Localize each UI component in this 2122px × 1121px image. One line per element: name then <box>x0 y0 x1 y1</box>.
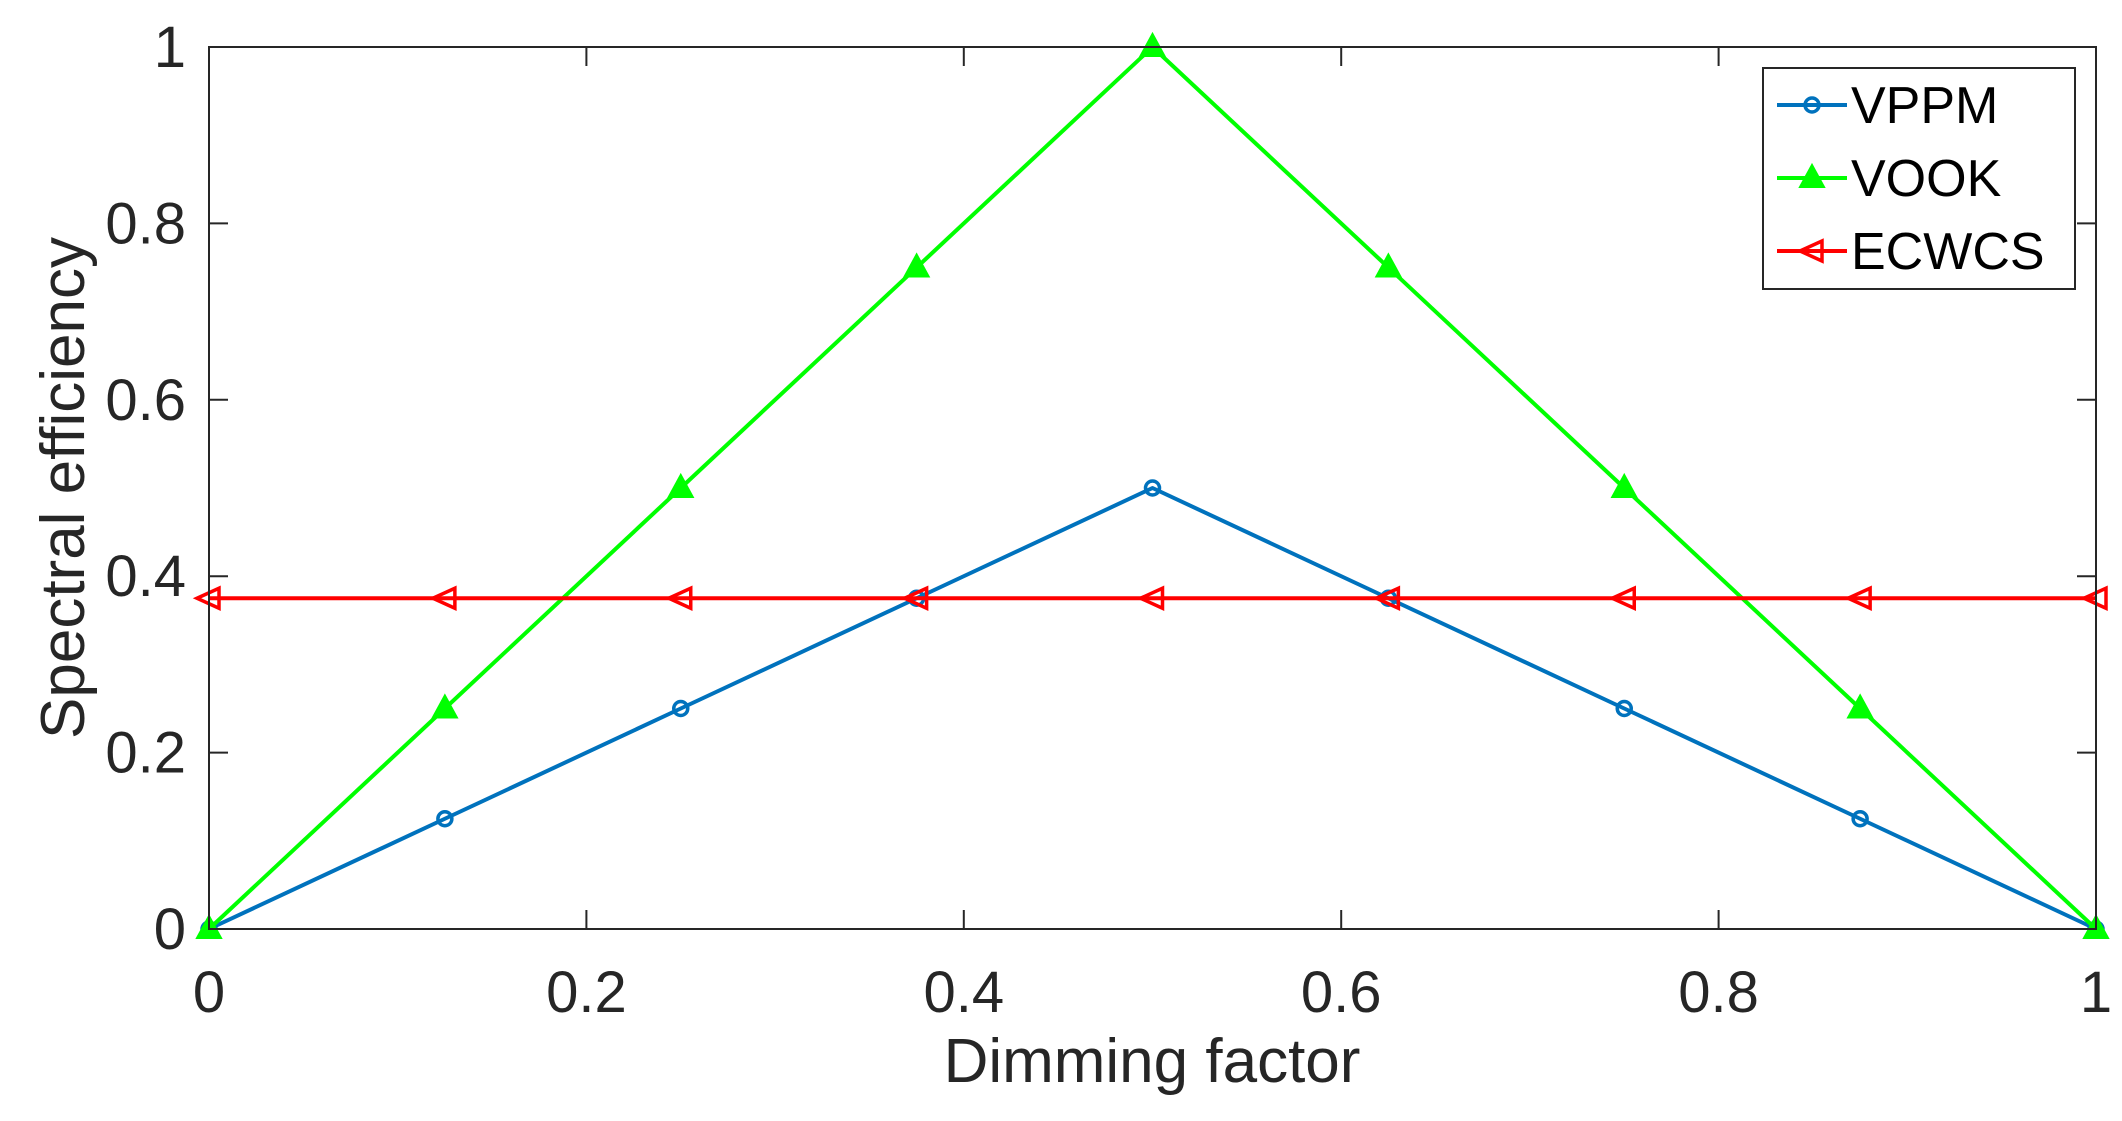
plot-frame <box>208 46 2097 930</box>
legend-entry: ECWCS <box>1777 223 2045 281</box>
data-point-vppm <box>1615 699 1633 718</box>
data-point-ecwcs <box>1608 585 1636 611</box>
data-point-ecwcs <box>428 585 457 611</box>
data-point-ecwcs <box>900 585 929 611</box>
x-tick-label: 0.6 <box>1301 960 1382 1025</box>
data-point-vook <box>902 252 931 278</box>
y-tick-label: 0.2 <box>105 721 186 786</box>
legend-entry: VOOK <box>1777 150 2002 208</box>
legend-label: VPPM <box>1851 77 1998 135</box>
data-point-vook <box>667 472 695 498</box>
y-tick-label: 0 <box>154 897 186 962</box>
data-point-vook <box>1138 31 1167 57</box>
x-tick-label: 0.4 <box>923 960 1004 1025</box>
legend-entry: VPPM <box>1777 77 1998 135</box>
y-axis-title: Spectral efficiency <box>29 237 98 739</box>
legend: VPPM VOOK ECWCS <box>1762 67 2076 290</box>
y-tick-label: 0.6 <box>105 368 186 433</box>
data-point-vook <box>1374 252 1403 278</box>
data-point-ecwcs <box>1372 585 1401 611</box>
legend-marker <box>1803 96 1821 114</box>
data-point-vook <box>1846 693 1874 719</box>
x-tick-label: 0.2 <box>546 960 627 1025</box>
y-tick-label: 0.4 <box>105 544 186 609</box>
legend-label: VOOK <box>1851 150 2002 208</box>
y-tick-label: 0.8 <box>105 191 186 256</box>
legend-label: ECWCS <box>1851 223 2045 281</box>
data-point-ecwcs <box>664 585 693 611</box>
data-point-vppm <box>672 699 690 718</box>
data-point-vppm <box>1143 479 1162 497</box>
data-point-vppm <box>1851 810 1869 828</box>
legend-marker <box>1795 238 1824 264</box>
x-tick-label: 0 <box>193 960 225 1025</box>
data-point-vook <box>1610 472 1638 498</box>
data-point-ecwcs <box>1843 585 1872 611</box>
data-point-vook <box>431 693 459 719</box>
x-tick-label: 0.8 <box>1678 960 1759 1025</box>
x-axis-title: Dimming factor <box>944 1027 1361 1096</box>
series-line-vppm <box>208 486 2097 931</box>
x-tick-label: 1 <box>2080 960 2112 1025</box>
data-point-vppm <box>436 810 454 828</box>
y-tick-label: 1 <box>154 15 186 80</box>
data-point-ecwcs <box>1136 585 1165 611</box>
legend-marker <box>1798 162 1826 188</box>
